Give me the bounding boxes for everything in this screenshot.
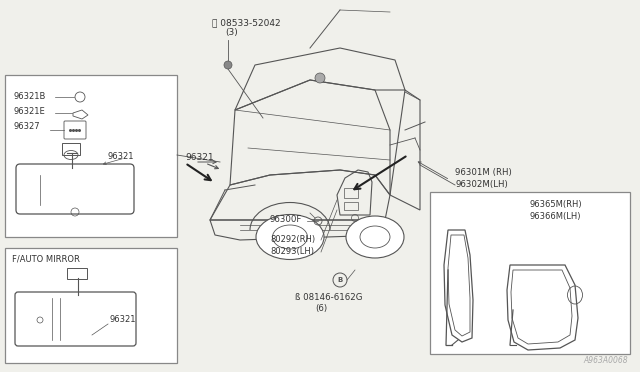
Text: 96321: 96321 (185, 154, 214, 163)
FancyBboxPatch shape (430, 192, 630, 354)
Circle shape (315, 73, 325, 83)
Text: F/AUTO MIRROR: F/AUTO MIRROR (12, 254, 80, 263)
FancyBboxPatch shape (5, 75, 177, 237)
Circle shape (224, 61, 232, 69)
FancyBboxPatch shape (5, 248, 177, 363)
Text: 96321: 96321 (110, 315, 136, 324)
Text: (3): (3) (225, 28, 237, 37)
Text: Ⓢ 08533-52042: Ⓢ 08533-52042 (212, 18, 280, 27)
Text: 80292(RH): 80292(RH) (270, 235, 315, 244)
Ellipse shape (346, 216, 404, 258)
Text: 96321B: 96321B (14, 92, 46, 101)
Text: 96321E: 96321E (14, 107, 45, 116)
Text: 96327: 96327 (14, 122, 40, 131)
Text: B: B (337, 277, 342, 283)
Text: ß 08146-6162G: ß 08146-6162G (295, 293, 362, 302)
Text: 96366M(LH): 96366M(LH) (530, 212, 582, 221)
Text: 80293(LH): 80293(LH) (270, 247, 314, 256)
Text: (6): (6) (315, 304, 327, 313)
Text: 96302M(LH): 96302M(LH) (455, 180, 508, 189)
Text: 96321: 96321 (107, 152, 134, 161)
Text: 96301M (RH): 96301M (RH) (455, 168, 512, 177)
Ellipse shape (256, 215, 324, 260)
Text: 96300F: 96300F (270, 215, 302, 224)
Text: 96365M(RH): 96365M(RH) (530, 200, 582, 209)
Text: A963A0068: A963A0068 (584, 356, 628, 365)
